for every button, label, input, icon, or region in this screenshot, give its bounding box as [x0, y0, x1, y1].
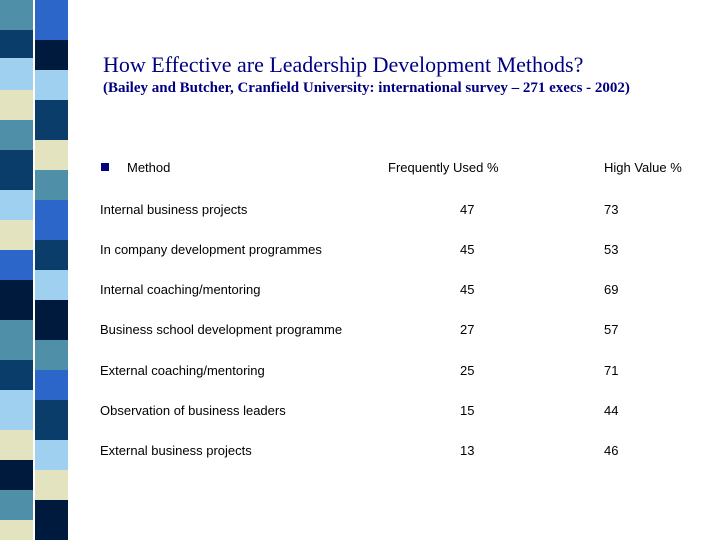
frequently-used-cell: 45 — [460, 282, 475, 297]
high-value-cell: 46 — [604, 443, 619, 458]
table-row: External coaching/mentoring 25 71 — [0, 363, 720, 383]
frequently-used-cell: 13 — [460, 443, 475, 458]
table-row: Internal business projects 47 73 — [0, 202, 720, 222]
header-frequently-used: Frequently Used % — [388, 160, 499, 175]
method-cell: Internal business projects — [100, 202, 248, 217]
table-row: Business school development programme 27… — [0, 322, 720, 342]
high-value-cell: 73 — [604, 202, 619, 217]
frequently-used-cell: 45 — [460, 242, 475, 257]
table-row: In company development programmes 45 53 — [0, 242, 720, 262]
stripe-pattern — [0, 0, 68, 540]
frequently-used-cell: 25 — [460, 363, 475, 378]
method-cell: Business school development programme — [100, 322, 343, 337]
slide-subtitle: (Bailey and Butcher, Cranfield Universit… — [103, 80, 630, 96]
high-value-cell: 71 — [604, 363, 619, 378]
high-value-cell: 69 — [604, 282, 619, 297]
method-cell: In company development programmes — [100, 242, 322, 257]
method-cell: Internal coaching/mentoring — [100, 282, 261, 297]
slide-title: How Effective are Leadership Development… — [103, 52, 584, 77]
frequently-used-cell: 15 — [460, 403, 475, 418]
high-value-cell: 53 — [604, 242, 619, 257]
header-high-value: High Value % — [604, 160, 682, 175]
frequently-used-cell: 47 — [460, 202, 475, 217]
table-row: Internal coaching/mentoring 45 69 — [0, 282, 720, 302]
method-cell: External coaching/mentoring — [100, 363, 265, 378]
high-value-cell: 57 — [604, 322, 619, 337]
high-value-cell: 44 — [604, 403, 619, 418]
method-cell: External business projects — [100, 443, 252, 458]
header-method: Method — [127, 160, 171, 175]
method-cell: Observation of business leaders — [100, 403, 286, 418]
decorative-stripe — [0, 0, 68, 540]
bullet-square-icon — [101, 163, 109, 171]
frequently-used-cell: 27 — [460, 322, 475, 337]
table-row: External business projects 13 46 — [0, 443, 720, 463]
table-row: Observation of business leaders 15 44 — [0, 403, 720, 423]
